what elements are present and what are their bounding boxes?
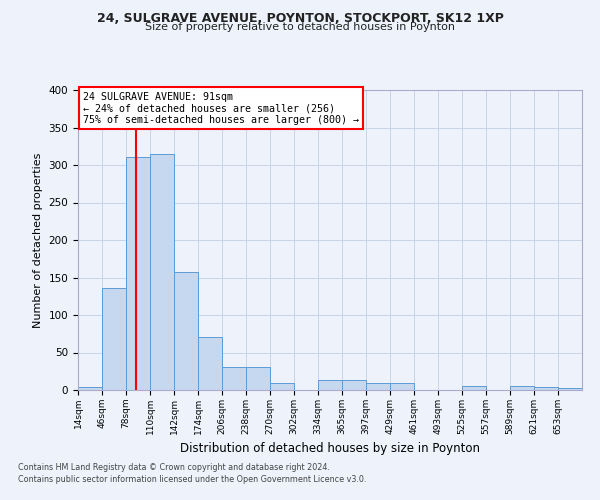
Bar bbox=[102, 288, 126, 390]
Bar bbox=[246, 367, 270, 390]
Bar bbox=[150, 154, 174, 390]
Bar bbox=[510, 386, 534, 390]
Bar bbox=[462, 386, 486, 390]
Bar bbox=[198, 337, 222, 390]
Bar bbox=[318, 380, 342, 390]
Bar bbox=[558, 388, 582, 390]
Bar bbox=[534, 387, 558, 390]
Bar bbox=[222, 367, 246, 390]
Bar bbox=[78, 387, 102, 390]
X-axis label: Distribution of detached houses by size in Poynton: Distribution of detached houses by size … bbox=[180, 442, 480, 456]
Text: 24 SULGRAVE AVENUE: 91sqm
← 24% of detached houses are smaller (256)
75% of semi: 24 SULGRAVE AVENUE: 91sqm ← 24% of detac… bbox=[83, 92, 359, 124]
Text: 24, SULGRAVE AVENUE, POYNTON, STOCKPORT, SK12 1XP: 24, SULGRAVE AVENUE, POYNTON, STOCKPORT,… bbox=[97, 12, 503, 26]
Text: Contains HM Land Registry data © Crown copyright and database right 2024.: Contains HM Land Registry data © Crown c… bbox=[18, 464, 330, 472]
Bar bbox=[270, 383, 294, 390]
Text: Contains public sector information licensed under the Open Government Licence v3: Contains public sector information licen… bbox=[18, 475, 367, 484]
Bar bbox=[390, 383, 414, 390]
Text: Size of property relative to detached houses in Poynton: Size of property relative to detached ho… bbox=[145, 22, 455, 32]
Bar bbox=[126, 157, 150, 390]
Bar bbox=[342, 380, 366, 390]
Y-axis label: Number of detached properties: Number of detached properties bbox=[33, 152, 43, 328]
Bar bbox=[174, 272, 198, 390]
Bar bbox=[366, 382, 390, 390]
